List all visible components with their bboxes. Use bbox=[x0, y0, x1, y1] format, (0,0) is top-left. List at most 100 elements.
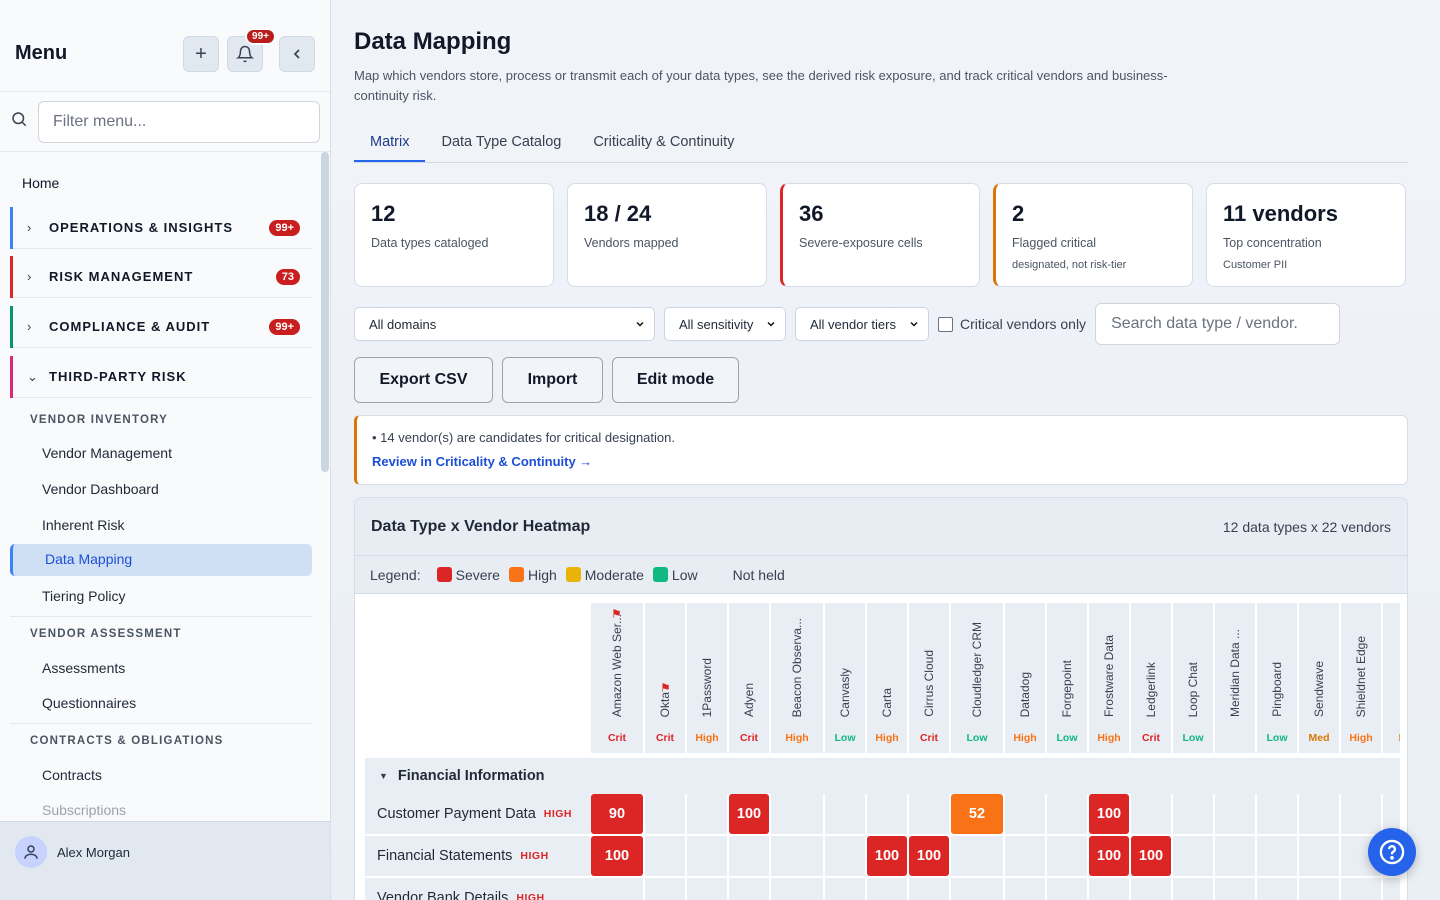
search-input[interactable]: Search data type / vendor. bbox=[1095, 303, 1341, 345]
heatmap-cell[interactable] bbox=[1047, 794, 1087, 834]
heatmap-cell[interactable] bbox=[729, 836, 769, 876]
section-row-financial-information[interactable]: ▼ Financial Information bbox=[365, 758, 1400, 794]
heatmap-cell[interactable] bbox=[1299, 836, 1339, 876]
notifications-button[interactable]: 99+ bbox=[227, 28, 276, 72]
sidebar-item-data-mapping[interactable]: Data Mapping bbox=[10, 544, 312, 576]
heatmap-cell[interactable] bbox=[1299, 878, 1339, 900]
heatmap-cell[interactable] bbox=[1383, 878, 1400, 900]
heatmap-cell[interactable]: 100 bbox=[1089, 836, 1129, 876]
heatmap-cell[interactable] bbox=[1341, 878, 1381, 900]
edit-mode-button[interactable]: Edit mode bbox=[612, 357, 739, 403]
heatmap-cell[interactable] bbox=[1215, 878, 1255, 900]
vendor-column-header[interactable]: Loop Chat Low bbox=[1173, 603, 1213, 753]
heatmap-cell[interactable] bbox=[1215, 794, 1255, 834]
heatmap-cell[interactable] bbox=[1341, 794, 1381, 834]
heatmap-cell[interactable]: 100 bbox=[867, 836, 907, 876]
heatmap-cell[interactable] bbox=[1005, 878, 1045, 900]
sidebar-item-tiering-policy[interactable]: Tiering Policy bbox=[42, 588, 126, 604]
heatmap-cell[interactable]: 100 bbox=[729, 794, 769, 834]
vendor-tiers-select[interactable]: All vendor tiers bbox=[795, 307, 929, 341]
filter-menu-input[interactable] bbox=[38, 101, 320, 143]
add-button[interactable]: + bbox=[183, 36, 219, 72]
domains-select[interactable]: All domains bbox=[354, 307, 655, 341]
vendor-column-header[interactable]: Canvasly Low bbox=[825, 603, 865, 753]
heatmap-cell[interactable] bbox=[867, 794, 907, 834]
sensitivity-select[interactable]: All sensitivity bbox=[664, 307, 786, 341]
heatmap-cell[interactable] bbox=[729, 878, 769, 900]
nav-group-third-party-risk[interactable]: ⌄ THIRD-PARTY RISK bbox=[10, 355, 312, 398]
row-label[interactable]: Financial Statements HIGH bbox=[365, 836, 591, 876]
heatmap-cell[interactable] bbox=[591, 878, 643, 900]
heatmap-cell[interactable] bbox=[1173, 794, 1213, 834]
heatmap-cell[interactable] bbox=[645, 794, 685, 834]
help-button[interactable] bbox=[1368, 828, 1416, 876]
heatmap-cell[interactable] bbox=[645, 836, 685, 876]
import-button[interactable]: Import bbox=[502, 357, 603, 403]
nav-group-risk-management[interactable]: › RISK MANAGEMENT 73 bbox=[10, 255, 312, 298]
vendor-column-header[interactable]: Okta Crit ⚑ bbox=[645, 603, 685, 753]
vendor-column-header[interactable]: Cloudledger CRM Low bbox=[951, 603, 1003, 753]
sidebar-item-home[interactable]: Home bbox=[22, 175, 60, 191]
vendor-column-header[interactable]: Carta High bbox=[867, 603, 907, 753]
sidebar-scrollbar[interactable] bbox=[321, 152, 329, 472]
heatmap-cell[interactable] bbox=[1299, 794, 1339, 834]
heatmap-cell[interactable] bbox=[825, 878, 865, 900]
collapse-sidebar-button[interactable] bbox=[279, 36, 315, 72]
tab-criticality-continuity[interactable]: Criticality & Continuity bbox=[593, 134, 735, 150]
user-profile[interactable]: Alex Morgan bbox=[0, 821, 330, 900]
row-label[interactable]: Customer Payment Data HIGH bbox=[365, 794, 591, 834]
sidebar-item-contracts[interactable]: Contracts bbox=[42, 767, 102, 783]
heatmap-cell[interactable] bbox=[771, 878, 823, 900]
heatmap-cell[interactable] bbox=[1173, 836, 1213, 876]
vendor-column-header[interactable]: Sendwave Med bbox=[1299, 603, 1339, 753]
heatmap-cell[interactable] bbox=[1089, 878, 1129, 900]
heatmap-cell[interactable] bbox=[1215, 836, 1255, 876]
vendor-column-header[interactable]: Shieldnet Edge High bbox=[1341, 603, 1381, 753]
heatmap-cell[interactable] bbox=[1173, 878, 1213, 900]
review-link[interactable]: Review in Criticality & Continuity → bbox=[372, 454, 593, 469]
heatmap-cell[interactable] bbox=[645, 878, 685, 900]
heatmap-cell[interactable] bbox=[1047, 878, 1087, 900]
heatmap-cell[interactable]: 100 bbox=[1089, 794, 1129, 834]
critical-only-checkbox[interactable]: Critical vendors only bbox=[938, 316, 1086, 332]
heatmap-cell[interactable] bbox=[951, 878, 1003, 900]
sidebar-item-inherent-risk[interactable]: Inherent Risk bbox=[42, 517, 125, 533]
sidebar-item-subscriptions[interactable]: Subscriptions bbox=[42, 802, 127, 818]
vendor-column-header[interactable]: Datadog High bbox=[1005, 603, 1045, 753]
tab-matrix[interactable]: Matrix bbox=[354, 130, 426, 162]
vendor-column-header[interactable]: Pingboard Low bbox=[1257, 603, 1297, 753]
vendor-column-header[interactable]: Ledgerlink Crit bbox=[1131, 603, 1171, 753]
sidebar-item-questionnaires[interactable]: Questionnaires bbox=[42, 695, 137, 711]
export-csv-button[interactable]: Export CSV bbox=[354, 357, 493, 403]
heatmap-cell[interactable] bbox=[687, 878, 727, 900]
heatmap-cell[interactable] bbox=[909, 794, 949, 834]
heatmap-cell[interactable] bbox=[951, 836, 1003, 876]
sidebar-item-vendor-management[interactable]: Vendor Management bbox=[42, 445, 172, 461]
heatmap-cell[interactable] bbox=[1047, 836, 1087, 876]
heatmap-cell[interactable] bbox=[1005, 836, 1045, 876]
heatmap-cell[interactable]: 100 bbox=[591, 836, 643, 876]
heatmap-cell[interactable]: 90 bbox=[591, 794, 643, 834]
heatmap-cell[interactable] bbox=[687, 836, 727, 876]
checkbox[interactable] bbox=[938, 316, 953, 332]
vendor-column-header[interactable]: ... M bbox=[1383, 603, 1400, 753]
heatmap-cell[interactable] bbox=[867, 878, 907, 900]
vendor-column-header[interactable]: Adyen Crit bbox=[729, 603, 769, 753]
heatmap-cell[interactable] bbox=[1131, 878, 1171, 900]
vendor-column-header[interactable]: Amazon Web Ser... Crit ⚑ bbox=[591, 603, 643, 753]
heatmap-cell[interactable] bbox=[771, 794, 823, 834]
heatmap-cell[interactable] bbox=[1257, 878, 1297, 900]
row-label[interactable]: Vendor Bank Details HIGH bbox=[365, 878, 591, 900]
heatmap-cell[interactable] bbox=[1005, 794, 1045, 834]
heatmap-cell[interactable]: 100 bbox=[1131, 836, 1171, 876]
nav-group-operations[interactable]: › OPERATIONS & INSIGHTS 99+ bbox=[10, 206, 312, 249]
heatmap-cell[interactable] bbox=[825, 794, 865, 834]
heatmap-cell[interactable] bbox=[1383, 794, 1400, 834]
vendor-column-header[interactable]: 1Password High bbox=[687, 603, 727, 753]
heatmap-cell[interactable]: 52 bbox=[951, 794, 1003, 834]
vendor-column-header[interactable]: Frostware Data High bbox=[1089, 603, 1129, 753]
vendor-column-header[interactable]: Cirrus Cloud Crit bbox=[909, 603, 949, 753]
heatmap-cell[interactable] bbox=[1257, 836, 1297, 876]
heatmap-cell[interactable] bbox=[771, 836, 823, 876]
heatmap-cell[interactable]: 100 bbox=[909, 836, 949, 876]
